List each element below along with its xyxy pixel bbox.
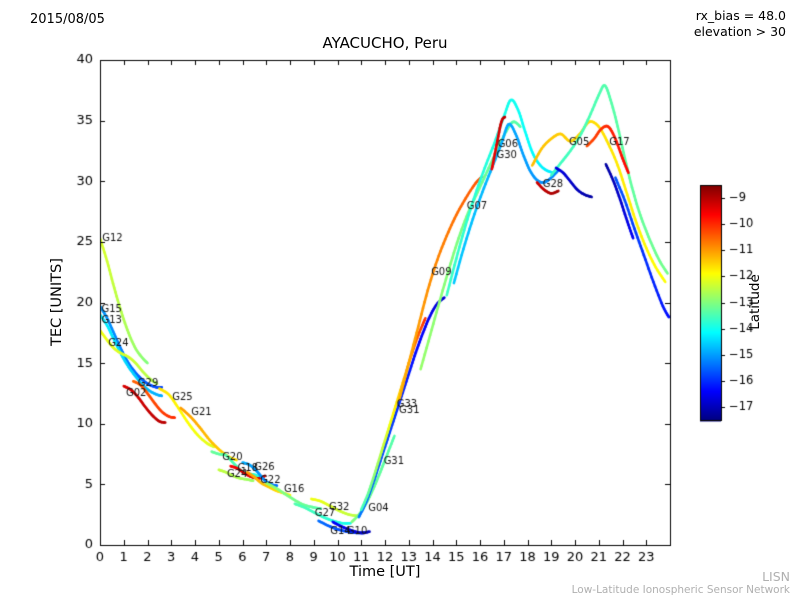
rx-bias-text: rx_bias = 48.0: [695, 8, 786, 23]
plot-meta: rx_bias = 48.0 elevation > 30: [694, 8, 786, 41]
plot-date: 2015/08/05: [30, 12, 105, 27]
elevation-filter-text: elevation > 30: [693, 24, 786, 40]
plot-title: AYACUCHO, Peru: [322, 34, 448, 52]
lisn-brand: LISN: [762, 569, 790, 584]
x-axis-label: Time [UT]: [349, 564, 421, 580]
lisn-tagline: Low-Latitude Ionospheric Sensor Network: [571, 584, 790, 596]
colorbar-label: Latitude: [747, 274, 763, 330]
y-axis-label: TEC [UNITS]: [49, 258, 65, 346]
